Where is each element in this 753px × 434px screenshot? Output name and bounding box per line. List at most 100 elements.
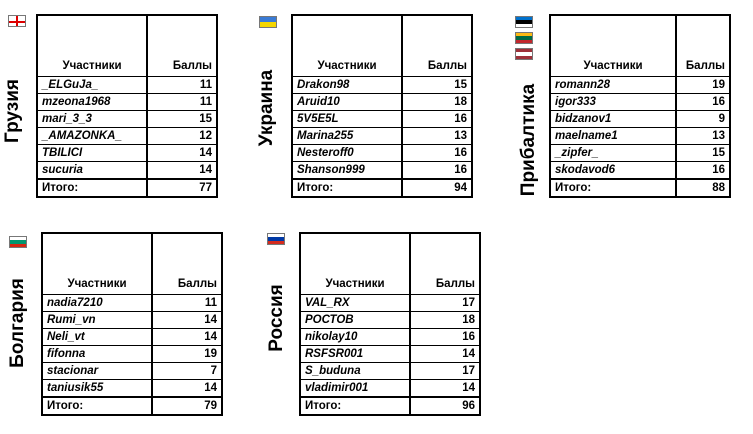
points-header: Баллы bbox=[435, 278, 475, 290]
player-score: 14 bbox=[410, 345, 480, 363]
player-score: 15 bbox=[402, 76, 472, 94]
player-name: RSFSR001 bbox=[300, 345, 411, 363]
player-name: sucuria bbox=[37, 161, 148, 180]
player-score: 15 bbox=[147, 110, 217, 128]
group-title-baltics: Прибалтика bbox=[518, 83, 539, 197]
score-table-bulgaria: Участники Баллы nadia7210 11 Rumi_vn 14 Nel… bbox=[41, 232, 223, 416]
ukraine-flag-icon bbox=[259, 16, 277, 28]
total-label: Итого: bbox=[292, 179, 403, 197]
total-label: Итого: bbox=[37, 179, 148, 197]
participants-header: Участники bbox=[37, 15, 148, 77]
table-header: Участники Баллы bbox=[292, 15, 472, 77]
player-score: 16 bbox=[676, 93, 730, 111]
player-name: bidzanov1 bbox=[550, 110, 677, 128]
player-name: nadia7210 bbox=[42, 294, 153, 312]
player-name: igor333 bbox=[550, 93, 677, 111]
table-row: TBILICI 14 bbox=[37, 144, 217, 162]
table-row: vladimir001 14 bbox=[300, 379, 480, 398]
player-name: Drakon98 bbox=[292, 76, 403, 94]
player-score: 16 bbox=[410, 328, 480, 346]
total-value: 77 bbox=[199, 181, 212, 194]
player-score: 13 bbox=[676, 127, 730, 145]
table-row: bidzanov1 9 bbox=[550, 110, 730, 128]
player-name: maelname1 bbox=[550, 127, 677, 145]
table-row: sucuria 14 bbox=[37, 161, 217, 180]
table-row: Neli_vt 14 bbox=[42, 328, 222, 346]
player-score: 18 bbox=[410, 311, 480, 329]
score-table-ukraine: Участники Баллы Drakon98 15 Aruid10 18 5V5E… bbox=[291, 14, 473, 198]
player-name: mzeona1968 bbox=[37, 93, 148, 111]
points-header: Баллы bbox=[685, 60, 725, 72]
points-header: Баллы bbox=[427, 60, 467, 72]
player-score: 19 bbox=[152, 345, 222, 363]
total-row: Итого: 94 bbox=[292, 179, 472, 197]
georgia-flag-icon bbox=[8, 15, 26, 27]
player-name: _AMAZONKA_ bbox=[37, 127, 148, 145]
group-title-ukraine: Украина bbox=[256, 69, 277, 147]
player-name: Aruid10 bbox=[292, 93, 403, 111]
table-row: nikolay10 16 bbox=[300, 328, 480, 346]
player-name: taniusik55 bbox=[42, 379, 153, 398]
player-name: _ELGuJa_ bbox=[37, 76, 148, 94]
player-name: fifonna bbox=[42, 345, 153, 363]
table-row: Drakon98 15 bbox=[292, 76, 472, 94]
table-row: Aruid10 18 bbox=[292, 93, 472, 111]
table-row: stacionar 7 bbox=[42, 362, 222, 380]
player-score: 16 bbox=[402, 144, 472, 162]
latvia-flag-icon bbox=[515, 48, 533, 60]
player-name: mari_3_3 bbox=[37, 110, 148, 128]
player-name: Rumi_vn bbox=[42, 311, 153, 329]
player-name: romann28 bbox=[550, 76, 677, 94]
bulgaria-flag-icon bbox=[9, 236, 27, 248]
player-score: 14 bbox=[147, 144, 217, 162]
player-name: vladimir001 bbox=[300, 379, 411, 398]
table-header: Участники Баллы bbox=[550, 15, 730, 77]
player-name: Marina255 bbox=[292, 127, 403, 145]
table-row: Shanson999 16 bbox=[292, 161, 472, 180]
player-name: РОСТОВ bbox=[300, 311, 411, 329]
table-row: _AMAZONKA_ 12 bbox=[37, 127, 217, 145]
table-row: _zipfer_ 15 bbox=[550, 144, 730, 162]
player-score: 14 bbox=[410, 379, 480, 398]
total-row: Итого: 77 bbox=[37, 179, 217, 197]
participants-header: Участники bbox=[300, 233, 411, 295]
player-name: VAL_RX bbox=[300, 294, 411, 312]
player-name: nikolay10 bbox=[300, 328, 411, 346]
player-score: 19 bbox=[676, 76, 730, 94]
table-row: _ELGuJa_ 11 bbox=[37, 76, 217, 94]
player-score: 14 bbox=[152, 379, 222, 398]
lithuania-flag-icon bbox=[515, 32, 533, 44]
table-row: maelname1 13 bbox=[550, 127, 730, 145]
table-header: Участники Баллы bbox=[42, 233, 222, 295]
player-score: 14 bbox=[152, 328, 222, 346]
table-row: mari_3_3 15 bbox=[37, 110, 217, 128]
total-row: Итого: 96 bbox=[300, 397, 480, 415]
total-label: Итого: bbox=[300, 397, 411, 415]
table-row: РОСТОВ 18 bbox=[300, 311, 480, 329]
player-score: 11 bbox=[152, 294, 222, 312]
table-row: S_buduna 17 bbox=[300, 362, 480, 380]
table-row: 5V5E5L 16 bbox=[292, 110, 472, 128]
player-score: 16 bbox=[402, 110, 472, 128]
player-name: skodavod6 bbox=[550, 161, 677, 180]
player-name: stacionar bbox=[42, 362, 153, 380]
total-value: 94 bbox=[454, 181, 467, 194]
group-title-russia: Россия bbox=[266, 284, 287, 352]
table-row: RSFSR001 14 bbox=[300, 345, 480, 363]
player-score: 12 bbox=[147, 127, 217, 145]
participants-header: Участники bbox=[550, 15, 677, 77]
russia-flag-icon bbox=[267, 233, 285, 245]
table-row: romann28 19 bbox=[550, 76, 730, 94]
table-row: mzeona1968 11 bbox=[37, 93, 217, 111]
table-header: Участники Баллы bbox=[37, 15, 217, 77]
player-name: Neli_vt bbox=[42, 328, 153, 346]
total-label: Итого: bbox=[42, 397, 153, 415]
group-title-georgia: Грузия bbox=[2, 79, 23, 143]
points-header: Баллы bbox=[177, 278, 217, 290]
group-title-bulgaria: Болгария bbox=[7, 278, 28, 368]
participants-header: Участники bbox=[42, 233, 153, 295]
table-row: taniusik55 14 bbox=[42, 379, 222, 398]
player-name: S_buduna bbox=[300, 362, 411, 380]
player-name: _zipfer_ bbox=[550, 144, 677, 162]
total-value: 79 bbox=[204, 399, 217, 412]
